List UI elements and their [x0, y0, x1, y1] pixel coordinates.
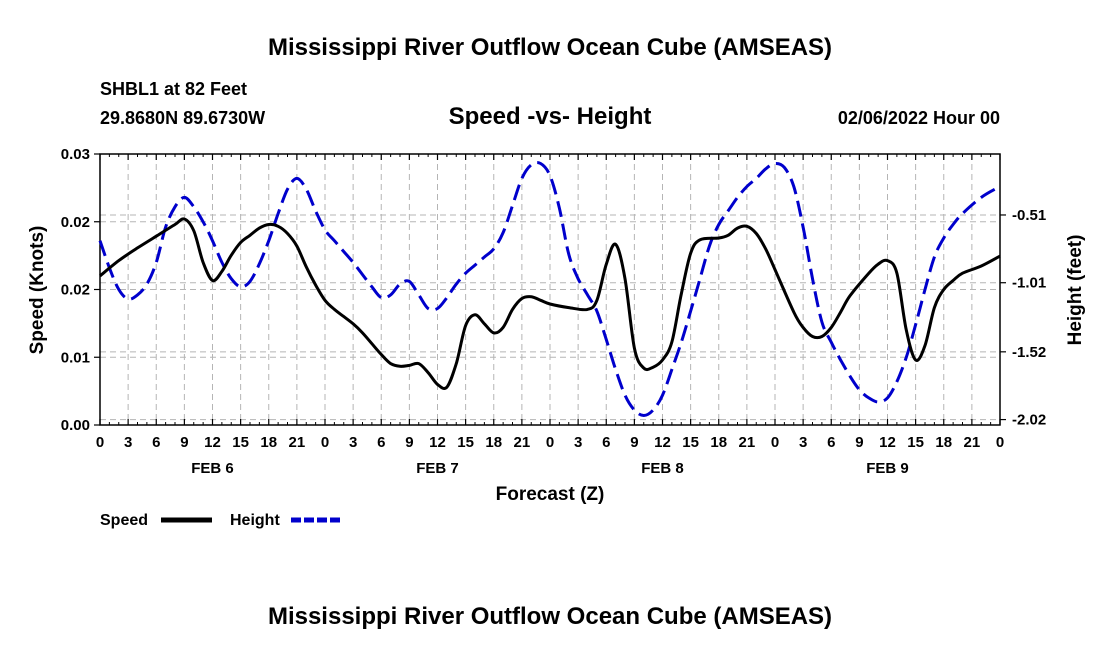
- bottom-title: Mississippi River Outflow Ocean Cube (AM…: [268, 603, 832, 630]
- x-tick-label: 6: [827, 434, 835, 451]
- x-tick-label: 3: [799, 434, 807, 451]
- station-label: SHBL1 at 82 Feet: [100, 79, 247, 99]
- x-tick-label: 9: [630, 434, 638, 451]
- legend: Speed Height: [100, 512, 342, 529]
- x-tick-label: 21: [289, 434, 306, 451]
- x-tick-label: 0: [546, 434, 554, 451]
- legend-height-label: Height: [230, 512, 280, 529]
- x-axis-title: Forecast (Z): [496, 484, 605, 505]
- x-tick-label: 12: [879, 434, 896, 451]
- x-tick-label: 21: [514, 434, 531, 451]
- chart-subtitle: Speed -vs- Height: [449, 103, 652, 130]
- y-tick-labels: 0.00 0.01 0.02 0.02 0.03: [61, 146, 90, 434]
- x-tick-label: 21: [739, 434, 756, 451]
- y-tick-label: 0.00: [61, 417, 90, 434]
- y2-tick-label: -1.52: [1012, 344, 1046, 361]
- x-tick-label: 21: [964, 434, 981, 451]
- y2-axis-title: Height (feet): [1065, 235, 1086, 346]
- x-tick-label: 18: [935, 434, 952, 451]
- x-tick-label: 9: [855, 434, 863, 451]
- x-tick-label: 15: [457, 434, 474, 451]
- day-label: FEB 9: [866, 460, 909, 477]
- axis-ticks: [94, 153, 1006, 426]
- y-tick-label: 0.03: [61, 146, 90, 163]
- grid: [100, 154, 1000, 425]
- y2-tick-labels: -0.51 -1.01 -1.52 -2.02: [1012, 207, 1046, 429]
- x-tick-label: 6: [152, 434, 160, 451]
- location-label: 29.8680N 89.6730W: [100, 108, 265, 128]
- x-tick-label: 6: [377, 434, 385, 451]
- x-tick-label: 12: [429, 434, 446, 451]
- x-tick-label: 0: [321, 434, 329, 451]
- x-tick-label: 15: [907, 434, 924, 451]
- x-tick-label: 9: [405, 434, 413, 451]
- x-tick-label: 18: [710, 434, 727, 451]
- speed-series-line: [99, 217, 1001, 390]
- day-label: FEB 8: [641, 460, 684, 477]
- y2-tick-label: -0.51: [1012, 207, 1046, 224]
- y-tick-label: 0.02: [61, 282, 90, 299]
- x-tick-label: 0: [996, 434, 1004, 451]
- y-tick-label: 0.02: [61, 214, 90, 231]
- day-labels: FEB 6 FEB 7 FEB 8 FEB 9: [191, 460, 909, 477]
- x-tick-label: 15: [682, 434, 699, 451]
- series-lines: [98, 160, 1001, 417]
- x-tick-labels: 0 3 6 9 12 15 18 21 0 3 6 9 12 15 18 21 0 3 6 9 12 15 18 21 0 3 6 9…: [96, 434, 1004, 451]
- legend-speed-label: Speed: [100, 512, 148, 529]
- x-tick-label: 0: [96, 434, 104, 451]
- main-title: Mississippi River Outflow Ocean Cube (AM…: [268, 34, 832, 61]
- y-axis-title: Speed (Knots): [27, 226, 48, 355]
- x-tick-label: 12: [204, 434, 221, 451]
- day-label: FEB 6: [191, 460, 234, 477]
- x-tick-label: 3: [574, 434, 582, 451]
- x-tick-label: 15: [232, 434, 249, 451]
- y2-tick-label: -1.01: [1012, 275, 1046, 292]
- x-tick-label: 0: [771, 434, 779, 451]
- datetime-label: 02/06/2022 Hour 00: [838, 108, 1000, 128]
- x-tick-label: 6: [602, 434, 610, 451]
- y2-tick-label: -2.02: [1012, 412, 1046, 429]
- x-tick-label: 18: [485, 434, 502, 451]
- x-tick-label: 18: [260, 434, 277, 451]
- height-series-line: [98, 160, 1001, 417]
- day-label: FEB 7: [416, 460, 459, 477]
- y-tick-label: 0.01: [61, 349, 90, 366]
- x-tick-label: 9: [180, 434, 188, 451]
- x-tick-label: 3: [124, 434, 132, 451]
- x-tick-label: 12: [654, 434, 671, 451]
- x-tick-label: 3: [349, 434, 357, 451]
